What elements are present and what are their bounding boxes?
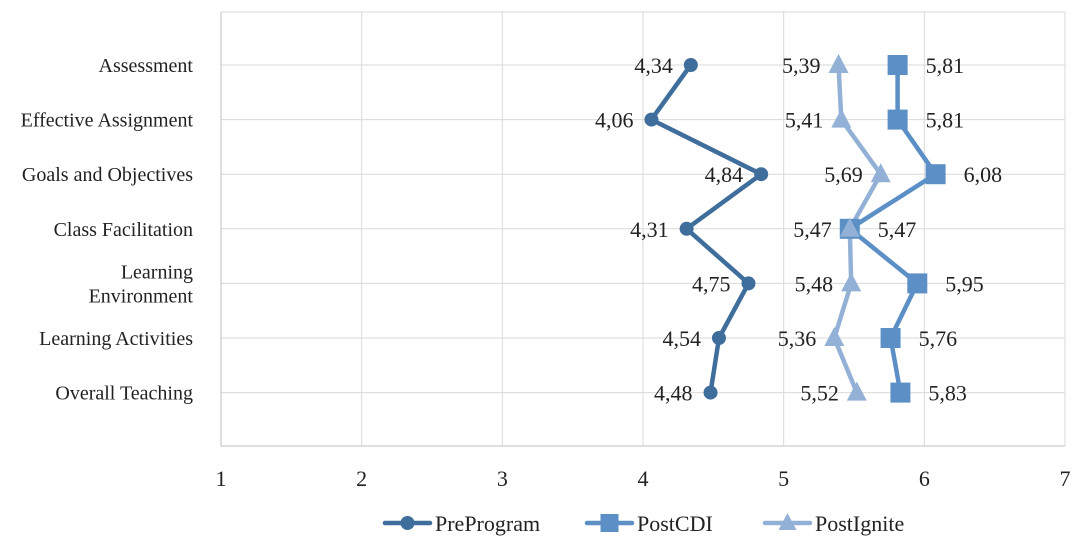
x-tick-label: 4 xyxy=(638,466,649,491)
point-postignite xyxy=(824,327,845,346)
point-postcdi xyxy=(880,328,901,348)
point-postignite xyxy=(828,54,849,73)
point-postignite xyxy=(870,163,891,183)
legend-marker-postignite xyxy=(778,513,797,530)
point-preprogram xyxy=(711,331,726,345)
data-label-preprogram: 4,54 xyxy=(662,326,701,351)
data-label-postcdi: 5,95 xyxy=(945,271,984,296)
x-tick-label: 5 xyxy=(778,466,789,491)
data-label-postcdi: 5,83 xyxy=(928,381,967,406)
point-postcdi xyxy=(890,382,911,403)
point-postignite xyxy=(846,381,867,401)
category-label: Learning Environment xyxy=(89,261,194,307)
data-label-postcdi: 5,81 xyxy=(926,53,965,78)
category-label: Effective Assignment xyxy=(21,110,194,132)
data-label-postignite: 5,39 xyxy=(782,53,821,78)
data-label-postignite: 5,52 xyxy=(800,381,839,406)
category-label: Goals and Objectives xyxy=(22,164,193,186)
data-label-preprogram: 4,31 xyxy=(630,217,669,242)
x-tick-label: 3 xyxy=(497,466,508,491)
category-labels: Assessment Effective Assignment Goals and … xyxy=(21,55,194,405)
legend: PreProgram PostCDI PostIgnite xyxy=(382,511,904,536)
category-label: Class Facilitation xyxy=(54,219,193,241)
legend-marker-postcdi xyxy=(600,514,619,532)
legend-label-postcdi: PostCDI xyxy=(637,511,713,536)
axes xyxy=(220,11,1066,447)
point-postcdi xyxy=(887,109,908,130)
data-label-preprogram: 4,84 xyxy=(705,162,744,187)
data-label-postcdi: 5,47 xyxy=(878,217,917,242)
data-label-postignite: 5,48 xyxy=(795,271,834,296)
data-label-preprogram: 4,06 xyxy=(595,108,634,133)
category-label: Learning Activities xyxy=(39,328,193,350)
data-labels: 4,34 4,06 4,84 4,31 4,75 4,54 4,48 5,81 5,81 6,08… xyxy=(595,53,1002,406)
data-label-postignite: 5,47 xyxy=(793,217,832,242)
point-preprogram xyxy=(683,58,698,72)
legend-item-preprogram: PreProgram xyxy=(382,511,540,536)
point-postignite xyxy=(839,217,860,237)
category-label: Overall Teaching xyxy=(55,383,193,405)
point-preprogram xyxy=(644,112,659,127)
x-tick-label: 6 xyxy=(919,466,930,491)
x-tick-label: 7 xyxy=(1060,466,1071,491)
legend-label-postignite: PostIgnite xyxy=(815,511,904,536)
point-postcdi xyxy=(925,164,946,185)
point-postcdi xyxy=(887,55,908,75)
data-label-postcdi: 5,76 xyxy=(919,326,958,351)
data-label-postignite: 5,41 xyxy=(785,108,824,133)
data-label-postignite: 5,36 xyxy=(778,326,817,351)
category-label: Assessment xyxy=(99,55,194,77)
data-label-preprogram: 4,34 xyxy=(634,53,673,78)
legend-item-postignite: PostIgnite xyxy=(762,511,904,536)
point-postignite xyxy=(831,108,852,128)
data-label-postignite: 5,69 xyxy=(824,162,863,187)
point-postcdi xyxy=(907,273,928,294)
x-tick-label: 2 xyxy=(356,466,367,491)
point-postignite xyxy=(841,272,862,292)
data-label-postcdi: 6,08 xyxy=(964,162,1003,187)
point-preprogram xyxy=(741,276,756,291)
data-label-preprogram: 4,48 xyxy=(654,381,693,406)
series-markers xyxy=(644,54,946,403)
point-preprogram xyxy=(754,167,769,182)
legend-marker-preprogram xyxy=(400,516,415,530)
point-preprogram xyxy=(679,221,694,236)
x-tick-label: 1 xyxy=(216,466,227,491)
x-tick-labels: 1 2 3 4 5 6 7 xyxy=(216,466,1071,491)
legend-item-postcdi: PostCDI xyxy=(584,511,713,536)
legend-label-preprogram: PreProgram xyxy=(435,511,540,536)
data-label-preprogram: 4,75 xyxy=(692,271,731,296)
point-preprogram xyxy=(703,385,718,400)
data-label-postcdi: 5,81 xyxy=(926,108,965,133)
